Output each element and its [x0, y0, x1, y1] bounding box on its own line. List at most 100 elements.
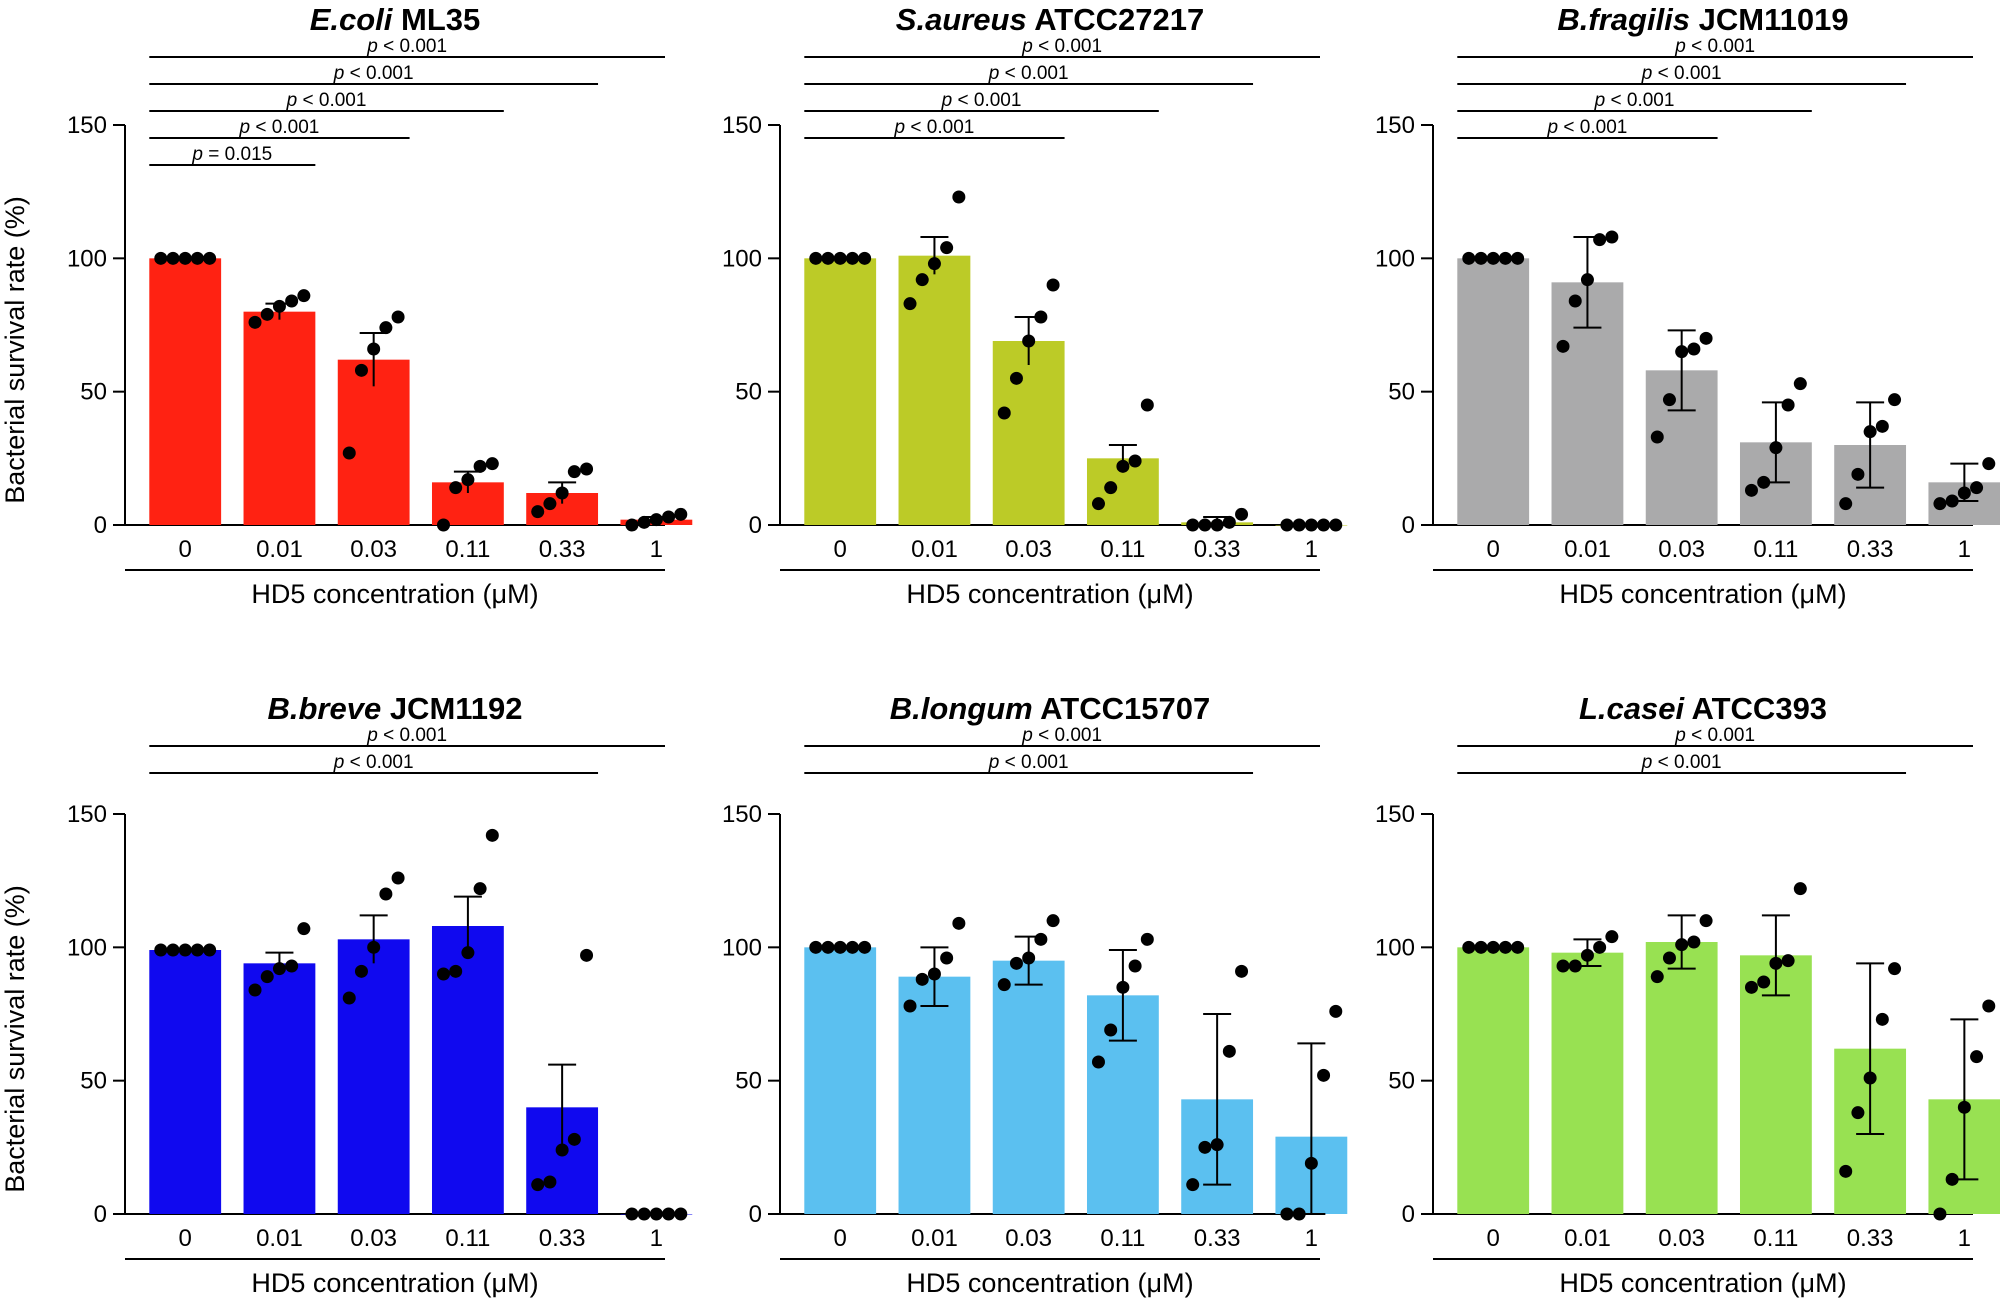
chart-title-species: B.breve — [267, 691, 381, 726]
chart-panel-1: E.coli ML35 0 50 100 150 Bacterial survival r… — [0, 2, 693, 609]
p-value: < 0.001 — [1558, 117, 1627, 138]
x-tick-label: 0.33 — [1847, 536, 1894, 563]
data-point — [555, 1143, 569, 1157]
data-point — [1091, 1055, 1105, 1069]
chart-title: L.casei ATCC393 — [1579, 691, 1827, 726]
x-tick-label: 0.11 — [445, 1225, 490, 1252]
x-tick-label: 0 — [1487, 1225, 1500, 1252]
p-symbol: p — [894, 117, 906, 138]
data-point — [1317, 518, 1331, 532]
data-point — [1580, 948, 1594, 962]
x-tick-label: 0.11 — [445, 536, 490, 563]
significance-label: p < 0.001 — [366, 725, 447, 746]
data-point — [1875, 419, 1889, 433]
bar-0.01 — [898, 255, 971, 525]
data-point — [436, 967, 450, 981]
data-point — [1839, 497, 1853, 511]
bar-0 — [804, 947, 877, 1214]
data-point — [927, 257, 941, 271]
bar-0 — [1457, 947, 1530, 1214]
x-tick-label: 0.01 — [1564, 1225, 1611, 1252]
data-point — [809, 251, 823, 265]
significance-label: p < 0.001 — [1594, 90, 1675, 111]
x-tick-label: 0.01 — [256, 536, 303, 563]
data-point — [449, 964, 463, 978]
significance-label: p < 0.001 — [1021, 725, 1102, 746]
y-tick-label: 50 — [1388, 379, 1415, 406]
chart-title-species: B.fragilis — [1557, 2, 1690, 37]
data-point — [1593, 233, 1607, 247]
data-point — [461, 946, 475, 960]
data-point — [1781, 954, 1795, 968]
bar-0.01 — [243, 311, 316, 525]
data-point — [580, 948, 594, 962]
data-point — [1687, 342, 1701, 356]
x-axis-label: HD5 concentration (μM) — [251, 579, 538, 609]
data-point — [367, 940, 381, 954]
data-point — [845, 940, 859, 954]
data-point — [1970, 1050, 1984, 1064]
data-point — [927, 967, 941, 981]
data-point — [1699, 331, 1713, 345]
data-point — [297, 922, 311, 936]
data-point — [449, 481, 463, 495]
p-symbol: p — [988, 752, 1000, 773]
y-tick-label: 150 — [67, 112, 107, 139]
data-point — [903, 297, 917, 311]
x-tick-label: 0.01 — [911, 1225, 958, 1252]
significance-label: p < 0.001 — [988, 63, 1069, 84]
data-point — [1863, 425, 1877, 439]
x-axis-label: HD5 concentration (μM) — [1559, 1268, 1846, 1298]
data-point — [1022, 951, 1036, 965]
chart-title-strain: ATCC27217 — [1027, 2, 1204, 37]
x-tick-label: 0 — [834, 536, 847, 563]
bar-0.03 — [992, 341, 1065, 525]
p-value: < 0.001 — [1605, 90, 1674, 111]
data-point — [821, 251, 835, 265]
data-point — [1650, 970, 1664, 984]
data-point — [649, 1207, 663, 1221]
data-point — [637, 1207, 651, 1221]
data-point — [379, 887, 393, 901]
data-point — [1304, 1156, 1318, 1170]
data-point — [1128, 454, 1142, 468]
data-point — [1128, 959, 1142, 973]
p-symbol: p — [333, 752, 345, 773]
data-point — [1769, 441, 1783, 455]
significance-label: p < 0.001 — [1674, 36, 1755, 57]
data-point — [203, 251, 217, 265]
data-point — [1116, 980, 1130, 994]
p-symbol: p — [366, 725, 378, 746]
data-point — [567, 465, 581, 479]
data-point — [1486, 251, 1500, 265]
x-tick-label: 0.01 — [1564, 536, 1611, 563]
p-value: < 0.001 — [1652, 752, 1721, 773]
p-symbol: p — [1021, 725, 1033, 746]
y-axis-label: Bacterial survival rate (%) — [0, 196, 30, 504]
p-symbol: p — [988, 63, 1000, 84]
significance-label: p < 0.001 — [1021, 36, 1102, 57]
data-point — [833, 940, 847, 954]
chart-title: B.fragilis JCM11019 — [1557, 2, 1848, 37]
y-tick-label: 0 — [1402, 1201, 1415, 1228]
data-point — [845, 251, 859, 265]
data-point — [297, 289, 311, 303]
p-symbol: p — [1674, 36, 1686, 57]
data-point — [833, 251, 847, 265]
data-point — [1793, 377, 1807, 391]
x-tick-label: 0 — [1487, 536, 1500, 563]
x-tick-label: 0 — [179, 536, 192, 563]
data-point — [485, 828, 499, 842]
x-tick-label: 0.03 — [350, 536, 397, 563]
x-axis-label: HD5 concentration (μM) — [1559, 579, 1846, 609]
y-tick-label: 100 — [1375, 934, 1415, 961]
x-tick-label: 1 — [1305, 536, 1318, 563]
data-point — [997, 406, 1011, 420]
significance-label: p < 0.001 — [1641, 752, 1722, 773]
data-point — [580, 462, 594, 476]
bar-0 — [149, 258, 222, 525]
data-point — [1945, 1172, 1959, 1186]
significance-label: p < 0.001 — [239, 117, 320, 138]
significance-label: p < 0.001 — [333, 752, 414, 773]
